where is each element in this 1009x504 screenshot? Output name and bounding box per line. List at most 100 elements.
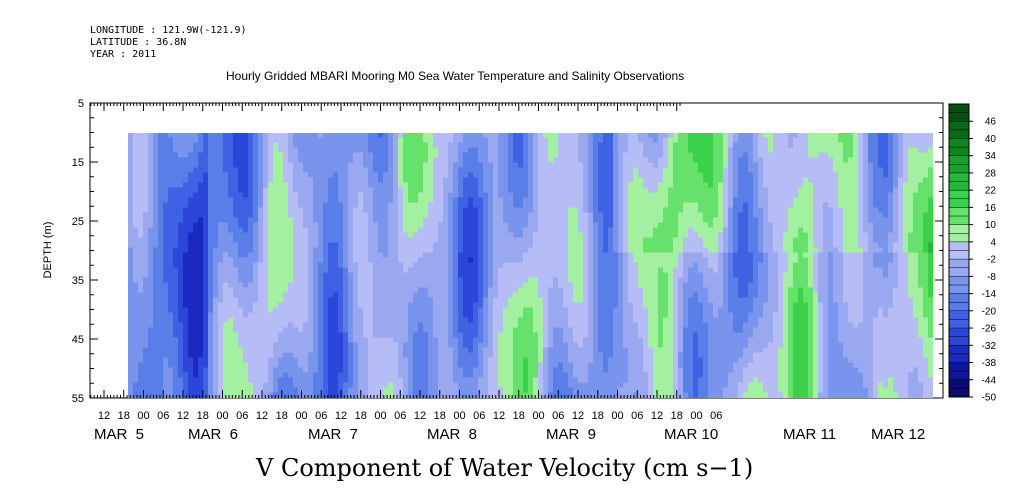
heatmap-cell <box>338 142 344 148</box>
heatmap-cell <box>318 262 324 268</box>
heatmap-cell <box>218 262 224 268</box>
heatmap-cell <box>373 217 379 223</box>
heatmap-cell <box>208 177 214 183</box>
heatmap-cell <box>528 182 534 188</box>
heatmap-cell <box>518 357 524 363</box>
heatmap-cell <box>463 242 469 248</box>
heatmap-cell <box>433 372 439 378</box>
heatmap-cell <box>468 297 474 303</box>
heatmap-cell <box>293 197 299 203</box>
heatmap-cell <box>383 372 389 378</box>
heatmap-cell <box>288 292 294 298</box>
heatmap-cell <box>218 162 224 168</box>
heatmap-cell <box>283 222 289 228</box>
heatmap-cell <box>423 292 429 298</box>
heatmap-cell <box>193 152 199 158</box>
heatmap-cell <box>223 332 229 338</box>
heatmap-cell <box>278 302 284 308</box>
heatmap-cell <box>253 182 259 188</box>
heatmap-cell <box>348 207 354 213</box>
heatmap-cell <box>433 197 439 203</box>
heatmap-cell <box>293 332 299 338</box>
heatmap-cell <box>433 152 439 158</box>
heatmap-cell <box>473 252 479 258</box>
heatmap-cell <box>563 177 569 183</box>
heatmap-cell <box>413 302 419 308</box>
heatmap-cell <box>223 252 229 258</box>
heatmap-cell <box>318 197 324 203</box>
heatmap-cell <box>248 247 254 253</box>
heatmap-cell <box>258 327 264 333</box>
heatmap-cell <box>328 382 334 388</box>
heatmap-cell <box>423 207 429 213</box>
heatmap-cell <box>408 277 414 283</box>
heatmap-cell <box>283 377 289 383</box>
heatmap-cell <box>443 192 449 198</box>
heatmap-cell <box>208 382 214 388</box>
heatmap-cell <box>168 307 174 313</box>
heatmap-cell <box>208 222 214 228</box>
heatmap-cell <box>433 322 439 328</box>
heatmap-cell <box>368 167 374 173</box>
heatmap-cell <box>238 282 244 288</box>
heatmap-cell <box>583 192 589 198</box>
heatmap-cell <box>233 332 239 338</box>
heatmap-cell <box>128 152 134 158</box>
heatmap-cell <box>573 342 579 348</box>
heatmap-cell <box>153 152 159 158</box>
heatmap-cell <box>483 242 489 248</box>
heatmap-cell <box>313 397 319 398</box>
heatmap-cell <box>583 372 589 378</box>
heatmap-cell <box>153 157 159 163</box>
heatmap-cell <box>243 267 249 273</box>
heatmap-cell <box>288 262 294 268</box>
heatmap-cell <box>343 322 349 328</box>
heatmap-cell <box>428 362 434 368</box>
heatmap-cell <box>538 187 544 193</box>
heatmap-cell <box>248 142 254 148</box>
heatmap-cell <box>543 307 549 313</box>
heatmap-cell <box>198 177 204 183</box>
heatmap-cell <box>418 162 424 168</box>
heatmap-cell <box>568 247 574 253</box>
heatmap-cell <box>408 207 414 213</box>
heatmap-cell <box>198 142 204 148</box>
heatmap-cell <box>568 392 574 398</box>
heatmap-cell <box>138 133 144 138</box>
heatmap-cell <box>328 177 334 183</box>
heatmap-cell <box>478 247 484 253</box>
heatmap-cell <box>243 157 249 163</box>
heatmap-cell <box>563 247 569 253</box>
heatmap-cell <box>398 252 404 258</box>
heatmap-cell <box>513 182 519 188</box>
heatmap-cell <box>418 392 424 398</box>
heatmap-cell <box>408 137 414 143</box>
heatmap-cell <box>578 322 584 328</box>
heatmap-cell <box>378 187 384 193</box>
heatmap-cell <box>213 197 219 203</box>
heatmap-cell <box>168 192 174 198</box>
heatmap-cell <box>248 372 254 378</box>
heatmap-cell <box>558 212 564 218</box>
heatmap-cell <box>468 133 474 138</box>
heatmap-cell <box>293 137 299 143</box>
heatmap-cell <box>203 207 209 213</box>
heatmap-cell <box>248 327 254 333</box>
heatmap-cell <box>363 157 369 163</box>
heatmap-cell <box>243 207 249 213</box>
heatmap-cell <box>188 307 194 313</box>
heatmap-cell <box>403 142 409 148</box>
heatmap-cell <box>138 312 144 318</box>
heatmap-cell <box>503 352 509 358</box>
heatmap-cell <box>473 202 479 208</box>
heatmap-cell <box>268 292 274 298</box>
heatmap-cell <box>248 332 254 338</box>
heatmap-cell <box>403 277 409 283</box>
heatmap-cell <box>493 387 499 393</box>
heatmap-cell <box>183 372 189 378</box>
heatmap-cell <box>563 367 569 373</box>
heatmap-cell <box>263 352 269 358</box>
heatmap-cell <box>558 297 564 303</box>
heatmap-cell <box>248 377 254 383</box>
heatmap-cell <box>193 133 199 138</box>
